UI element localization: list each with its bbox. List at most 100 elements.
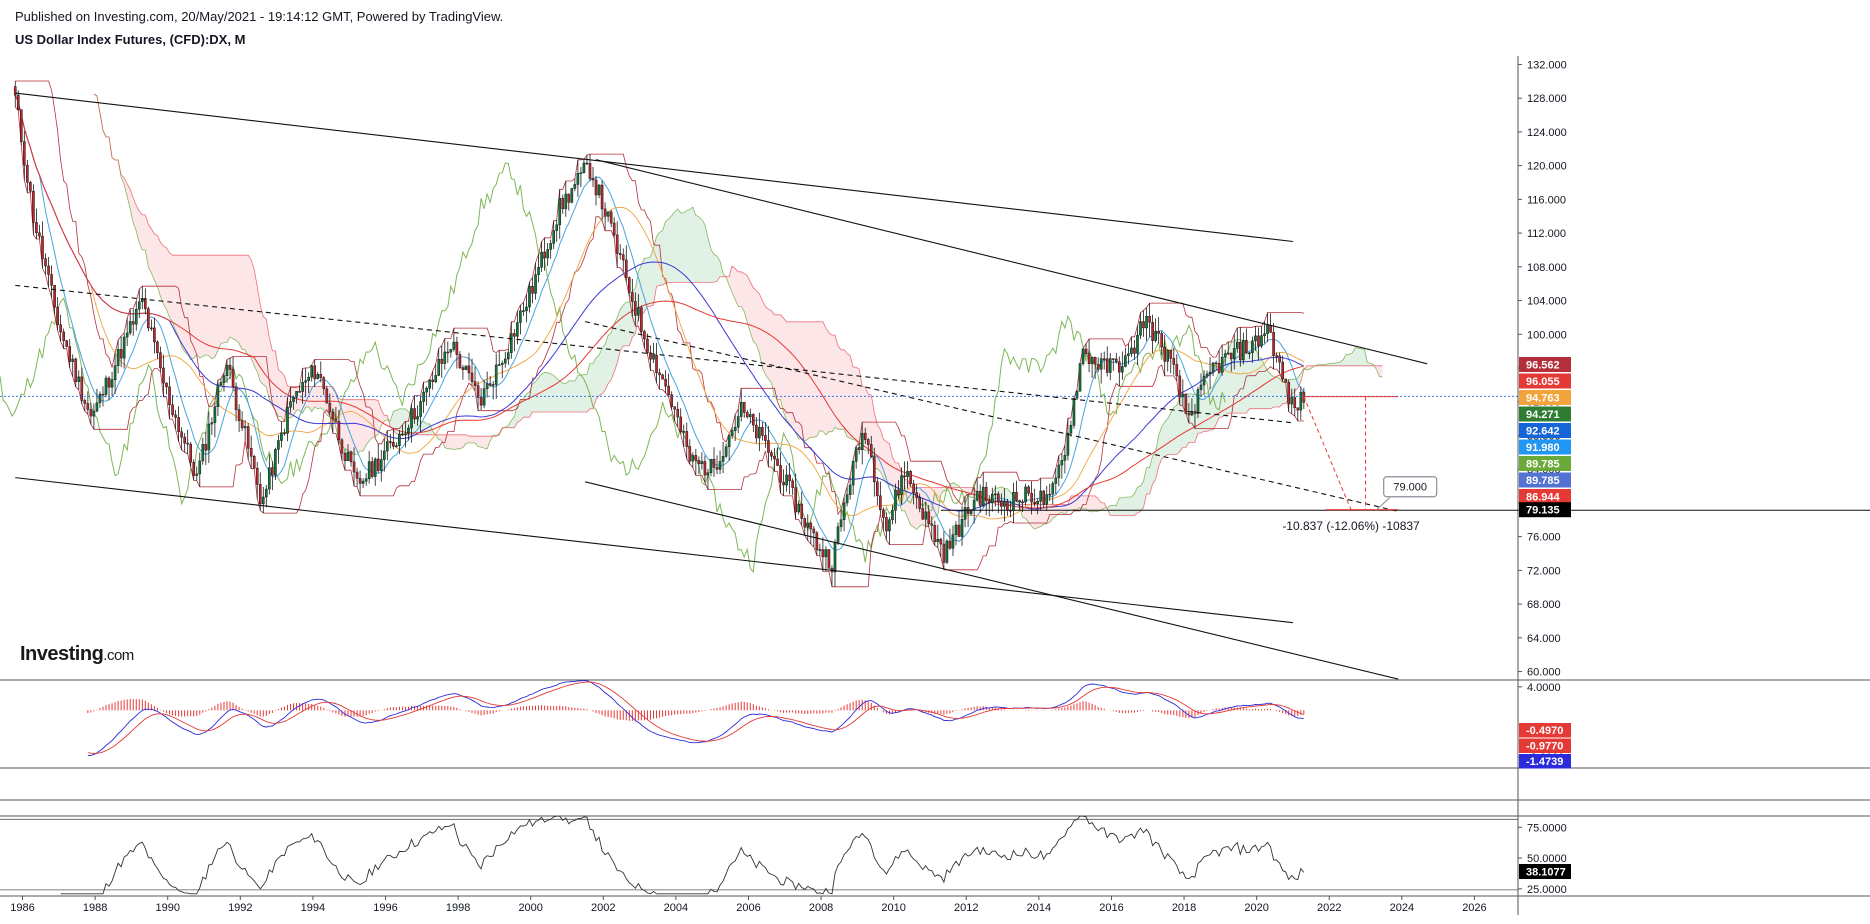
candle-body [528,285,531,308]
candle-body [987,500,991,504]
candle-body [1063,455,1067,461]
macd-badge-text: -0.9770 [1526,741,1563,753]
candle-body [1184,393,1188,414]
cloud-segment [242,255,246,350]
candle-body [213,406,217,423]
candle-body [869,444,873,458]
candle-body [392,441,395,447]
candle-body [972,499,976,511]
candle-body [827,549,831,569]
cloud-segment [580,374,584,413]
candle-body [739,401,743,417]
candle-body [631,292,634,302]
candle-body [128,321,132,334]
candle-body [131,321,135,325]
cloud-segment [1225,350,1229,416]
candle-body [189,443,193,463]
cloud-segment [1137,485,1141,513]
candle-body [1027,486,1030,494]
candle-body [522,310,525,312]
cloud-segment [1089,495,1093,512]
candle-body [1208,371,1212,375]
cloud-segment [853,366,857,441]
price-badge-text: 92.642 [1526,426,1560,438]
candle-body [1299,391,1303,411]
candle-body [1060,460,1064,466]
cloud-segment [1161,422,1165,460]
candle-body [960,519,964,537]
cloud-segment [611,323,615,380]
cloud-segment [1188,393,1192,443]
cloud-segment [1328,363,1332,366]
candle-body [776,458,779,466]
cloud-segment [786,321,790,424]
x-tick-label: 2016 [1099,902,1123,914]
cloud-segment [907,479,911,526]
candle-body [1105,358,1109,373]
cloud-segment [157,235,161,297]
cloud-segment [175,255,179,337]
y-tick-label: 132.000 [1527,59,1567,71]
cloud-segment [1222,357,1226,417]
cloud-segment [656,232,660,287]
cloud-segment [831,335,835,432]
cloud-segment [713,254,718,283]
x-tick-label: 1998 [446,902,470,914]
candle-body [376,458,380,471]
candle-body [198,460,202,475]
cloud-segment [668,215,672,283]
cloud-segment [1216,371,1220,425]
candle-body [271,467,274,476]
candle-body [525,306,528,312]
y-tick-label: 100.000 [1527,329,1567,341]
cloud-segment [1086,495,1090,512]
cloud-segment [692,207,696,283]
candle-body [748,414,752,418]
cloud-segment [160,242,164,305]
candle-body [1000,501,1003,507]
candle-body [888,519,891,532]
candle-body [222,375,226,383]
cloud-segment [133,197,137,232]
candle-body [576,173,580,185]
candle-body [35,222,38,234]
candle-body [1127,353,1130,356]
cloud-segment [841,349,845,430]
candle-body [643,331,646,340]
candle-body [216,384,220,407]
candle-body [1102,358,1106,360]
macd-signal-line [87,681,1304,754]
candle-body [1108,358,1112,373]
candle-body [1145,316,1148,329]
cloud-segment [804,321,808,441]
candle-body [240,420,244,429]
candle-body [936,539,940,542]
cloud-segment [311,386,315,412]
candle-body [110,379,114,388]
candle-body [1169,350,1173,359]
candle-body [918,497,921,509]
cloud-segment [828,332,832,432]
candle-body [156,341,159,353]
cloud-segment [544,372,548,413]
candle-body [491,384,495,386]
cloud-segment [780,314,784,413]
trend-line-dashed [585,321,1399,512]
x-tick-label: 1992 [228,902,252,914]
cloud-segment [822,321,826,435]
candle-body [23,141,26,166]
candle-body [691,455,695,462]
candle-body [618,253,622,256]
candle-body [13,86,17,96]
price-badge-text: 86.944 [1526,492,1561,504]
candle-body [225,364,229,376]
candle-body [413,408,416,420]
candle-body [431,379,434,382]
cloud-segment [717,256,721,282]
cloud-segment [1255,346,1259,409]
candle-body [736,416,740,428]
candle-body [857,447,861,450]
candle-body [854,447,858,462]
cloud-segment [614,317,618,373]
